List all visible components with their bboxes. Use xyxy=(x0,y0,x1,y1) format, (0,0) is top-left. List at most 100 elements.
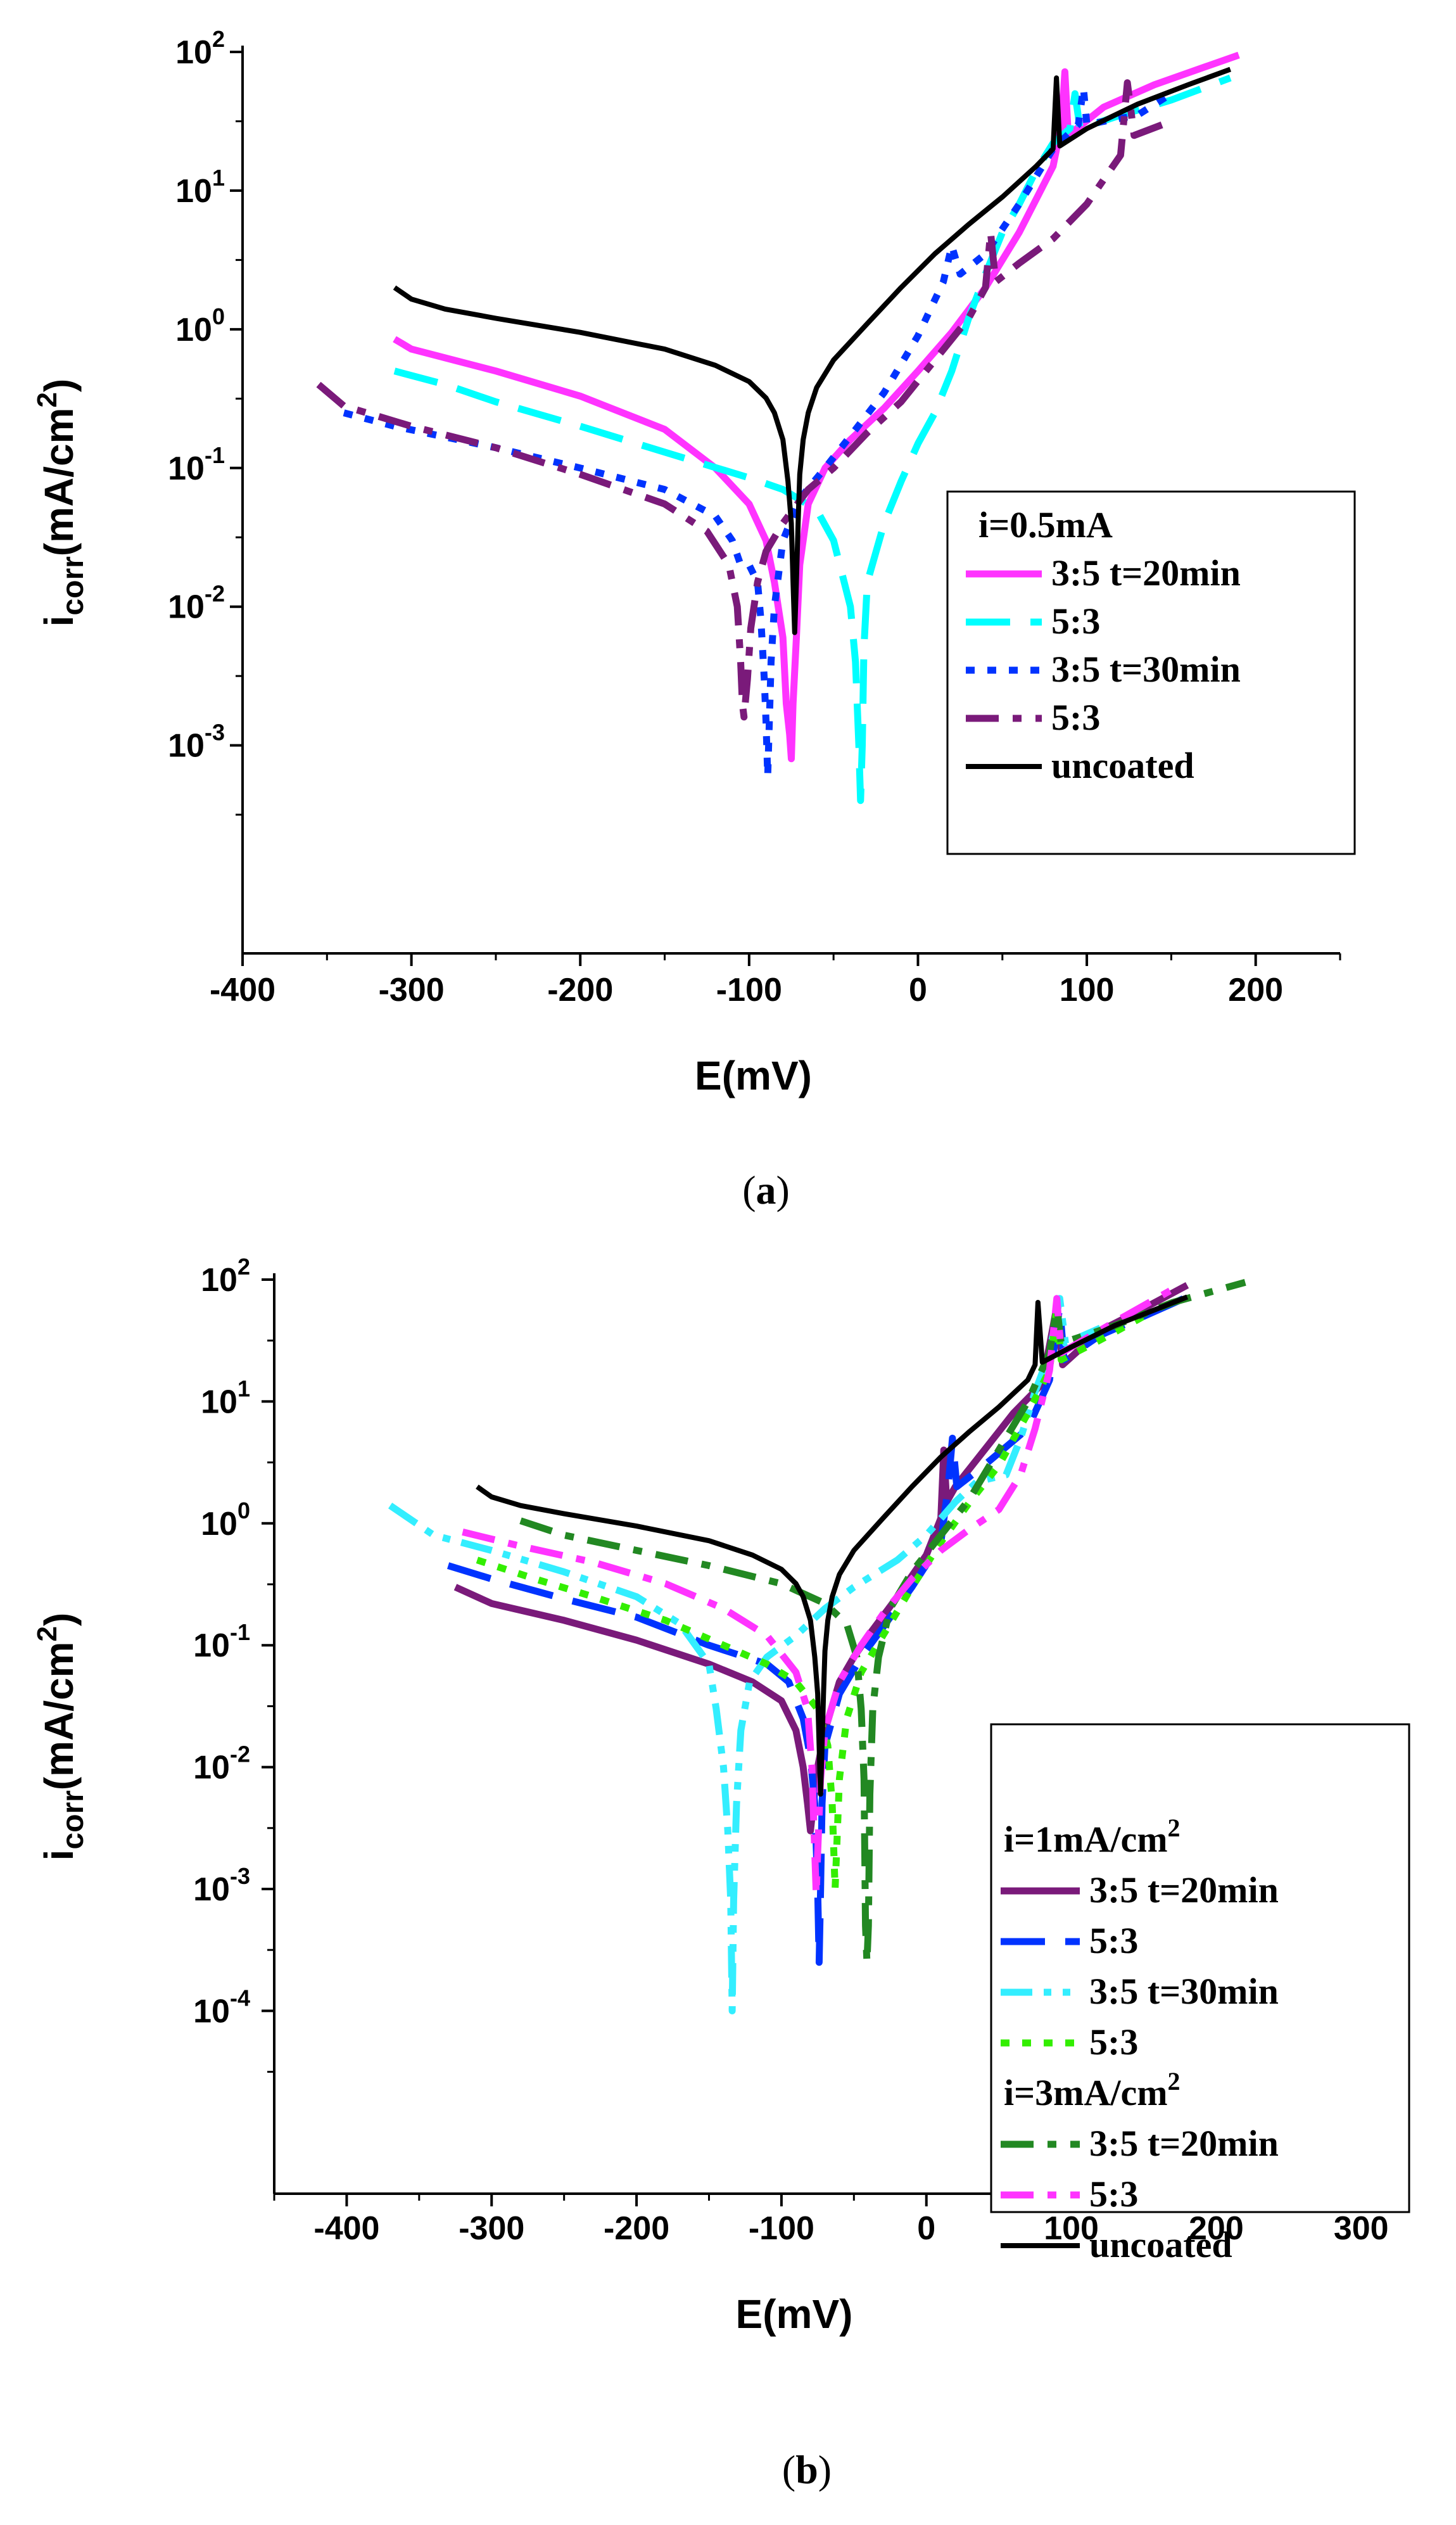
y-tick-exponent: -1 xyxy=(205,442,225,468)
y-tick-label: 101 xyxy=(175,165,225,210)
y-tick-exponent: -4 xyxy=(230,1985,250,2011)
legend-title-text: i=0.5mA xyxy=(978,504,1113,545)
y-tick-label: 10-1 xyxy=(168,442,225,487)
y-tick-base: 10 xyxy=(201,1262,237,1299)
y-tick-label: 102 xyxy=(201,1254,250,1299)
legend-label: 3:5 t=30min xyxy=(1089,1971,1279,2012)
y-tick-base: 10 xyxy=(193,1871,230,1908)
y-tick-label: 100 xyxy=(201,1498,250,1542)
legend-label: uncoated xyxy=(1089,2224,1232,2265)
y-tick-base: 10 xyxy=(175,173,212,210)
x-tick-label: 0 xyxy=(917,2210,935,2247)
y-tick-exponent: -3 xyxy=(230,1863,250,1889)
legend-label: 3:5 t=30min xyxy=(1051,649,1241,690)
legend-title-exponent: 2 xyxy=(1168,1814,1181,1842)
y-tick-label: 102 xyxy=(175,26,225,71)
y-tick-label: 101 xyxy=(201,1375,250,1420)
x-tick-label: 300 xyxy=(1334,2210,1389,2247)
y-tick-exponent: 1 xyxy=(237,1375,250,1401)
series-group xyxy=(316,51,1240,805)
legend-label: uncoated xyxy=(1051,745,1194,786)
series-line-6 xyxy=(476,1294,1189,1797)
x-tick-label: 100 xyxy=(1060,972,1115,1008)
legend-label: 5:3 xyxy=(1089,1920,1138,1961)
y-tick-base: 10 xyxy=(201,1506,237,1542)
legend-label: 5:3 xyxy=(1089,2021,1138,2063)
y-tick-base: 10 xyxy=(201,1383,237,1420)
caption-open: ( xyxy=(742,1167,756,1212)
series-line-5 xyxy=(462,1282,1182,1899)
y-tick-exponent: 0 xyxy=(212,303,225,329)
caption-open: ( xyxy=(782,2447,795,2492)
y-label-main: i xyxy=(36,1850,82,1861)
caption-letter: a xyxy=(756,1167,776,1212)
chart-panel-b: -400 -300 -200 -100 0 100 200 30010210110010-11… xyxy=(32,1254,1410,2492)
y-tick-label: 10-2 xyxy=(168,581,225,626)
y-label-subscript: corr xyxy=(56,556,90,615)
y-tick-exponent: 1 xyxy=(212,165,225,191)
legend-box xyxy=(990,1723,1410,2213)
y-label-unit-close: ) xyxy=(36,1613,82,1626)
legend-label: 3:5 t=20min xyxy=(1051,552,1241,594)
chart-panel-a: -400 -300 -200 -100 0 100 20010210110010-110-2… xyxy=(32,26,1356,1212)
legend-title-text: i=3mA/cm xyxy=(1004,2072,1168,2113)
y-tick-base: 10 xyxy=(193,1627,230,1664)
caption-close: ) xyxy=(776,1167,790,1212)
y-tick-label: 10-3 xyxy=(193,1863,250,1908)
series-line-0 xyxy=(393,51,1240,763)
x-tick-label: 200 xyxy=(1189,2210,1244,2247)
y-label-unit-exponent: 2 xyxy=(32,1626,63,1641)
y-tick-exponent: -2 xyxy=(205,581,225,607)
x-tick-label: 0 xyxy=(909,972,927,1008)
y-label-unit-close: ) xyxy=(36,379,82,392)
legend-label: 5:3 xyxy=(1051,697,1100,738)
x-tick-label: 100 xyxy=(1044,2210,1099,2247)
y-tick-label: 10-3 xyxy=(168,720,225,765)
panel-caption: (b) xyxy=(782,2447,832,2492)
series-line-2 xyxy=(343,84,1174,780)
y-tick-exponent: -2 xyxy=(230,1741,250,1767)
x-tick-label: -400 xyxy=(313,2210,379,2247)
series-group xyxy=(388,1278,1246,2014)
y-label-unit-exponent: 2 xyxy=(32,392,63,407)
y-tick-label: 10-4 xyxy=(193,1985,250,2030)
y-tick-label: 10-1 xyxy=(193,1619,250,1664)
legend-label: 5:3 xyxy=(1051,601,1100,642)
y-label-main: i xyxy=(36,616,82,627)
x-tick-label: -300 xyxy=(459,2210,524,2247)
y-tick-base: 10 xyxy=(168,450,205,487)
y-tick-base: 10 xyxy=(168,728,205,765)
caption-close: ) xyxy=(818,2447,832,2492)
x-tick-label: -200 xyxy=(547,972,613,1008)
legend-label: 3:5 t=20min xyxy=(1089,1869,1279,1911)
legend-title-exponent: 2 xyxy=(1168,2067,1181,2096)
x-tick-label: 200 xyxy=(1228,972,1283,1008)
y-tick-base: 10 xyxy=(175,312,212,348)
panel-caption: (a) xyxy=(742,1167,790,1212)
y-tick-exponent: 2 xyxy=(212,26,225,52)
y-tick-base: 10 xyxy=(175,34,212,71)
x-tick-label: -100 xyxy=(716,972,782,1008)
y-label-subscript: corr xyxy=(56,1790,90,1849)
y-tick-label: 100 xyxy=(175,303,225,348)
y-tick-exponent: 2 xyxy=(237,1254,250,1280)
series-line-4 xyxy=(393,67,1232,635)
x-axis-label: E(mV) xyxy=(736,2291,853,2337)
y-tick-label: 10-2 xyxy=(193,1741,250,1786)
x-axis-label: E(mV) xyxy=(695,1053,812,1098)
legend-title: i=1mA/cm2 xyxy=(1004,1814,1181,1860)
y-tick-base: 10 xyxy=(168,589,205,626)
y-tick-exponent: -1 xyxy=(230,1619,250,1645)
y-tick-base: 10 xyxy=(193,1993,230,2030)
y-tick-exponent: 0 xyxy=(237,1498,250,1523)
legend-label: 5:3 xyxy=(1089,2173,1138,2215)
x-tick-label: -100 xyxy=(749,2210,814,2247)
y-label-unit: (mA/cm xyxy=(36,1641,82,1790)
y-tick-base: 10 xyxy=(193,1750,230,1786)
y-label-unit: (mA/cm xyxy=(36,407,82,556)
legend-title-text: i=1mA/cm xyxy=(1004,1819,1168,1860)
x-tick-label: -200 xyxy=(604,2210,669,2247)
y-axis-label: icorr(mA/cm2) xyxy=(32,1613,90,1861)
